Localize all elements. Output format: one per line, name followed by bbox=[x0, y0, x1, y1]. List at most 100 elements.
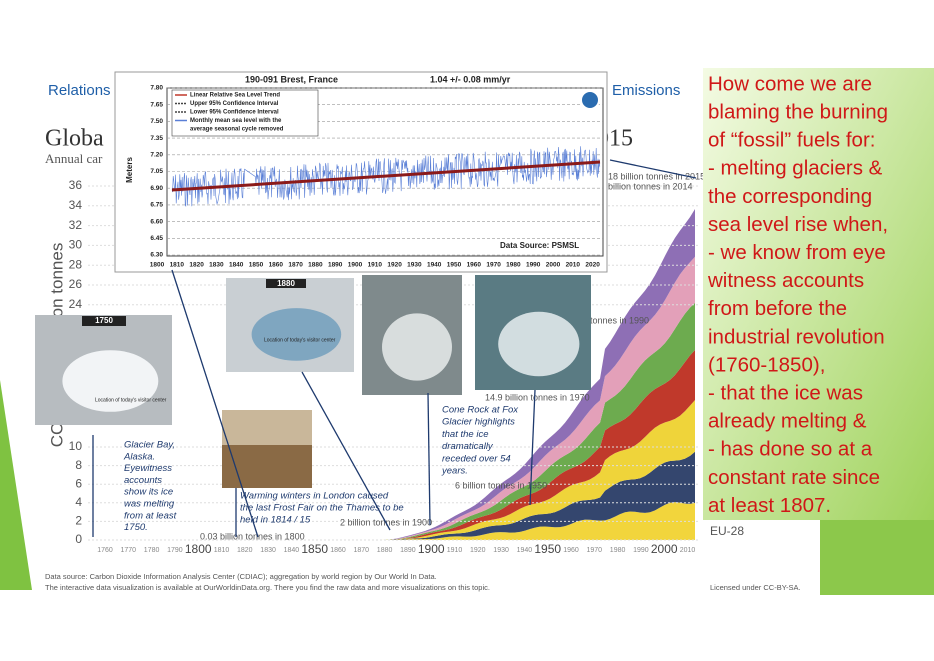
inset-source: Data Source: PSMSL bbox=[500, 241, 579, 250]
x-tick-label: 1830 bbox=[209, 262, 224, 269]
caption: years. bbox=[441, 466, 468, 477]
callout-box bbox=[703, 68, 934, 520]
arrow bbox=[609, 159, 697, 179]
photo-label: 1750 bbox=[95, 316, 113, 325]
x-tick-label: 1940 bbox=[427, 262, 442, 269]
photo-detail bbox=[251, 308, 342, 361]
callout-line: industrial revolution bbox=[708, 325, 885, 348]
x-tick-label: 1960 bbox=[467, 262, 482, 269]
y-tick-label: 7.35 bbox=[150, 135, 163, 142]
arrow bbox=[171, 269, 259, 538]
heading: Emissions bbox=[612, 82, 680, 99]
x-tick-label: 1900 bbox=[418, 542, 445, 556]
photo-label-bg bbox=[82, 316, 126, 326]
y-tick-label: 10 bbox=[69, 439, 83, 453]
callout-line: constant rate since bbox=[708, 466, 880, 489]
callout-line: - that the ice was bbox=[708, 382, 863, 405]
x-tick-label: 1800 bbox=[150, 262, 165, 269]
x-tick-label: 1850 bbox=[249, 262, 264, 269]
arrow bbox=[427, 392, 431, 526]
callout-line: How come we are bbox=[708, 72, 872, 95]
x-tick-label: 1970 bbox=[486, 262, 501, 269]
y-tick-label: 7.20 bbox=[150, 152, 163, 159]
x-tick-label: 1960 bbox=[563, 547, 579, 554]
callout-line: witness accounts bbox=[707, 269, 864, 292]
caption: Eyewitness bbox=[124, 463, 172, 474]
source-line: Data source: Carbon Dioxide Information … bbox=[45, 572, 437, 581]
y-tick-label: 0 bbox=[75, 532, 82, 546]
legend-entry: Linear Relative Sea Level Trend bbox=[190, 93, 280, 99]
title: Globa bbox=[45, 126, 104, 152]
caption: that the ice bbox=[442, 429, 488, 440]
green-accent bbox=[0, 380, 32, 590]
y-tick-label: 7.80 bbox=[150, 85, 163, 92]
annotation: tonnes in 1990 bbox=[590, 315, 649, 325]
x-tick-label: 1990 bbox=[526, 262, 541, 269]
photo-detail bbox=[498, 311, 580, 377]
caption: show its ice bbox=[124, 487, 173, 498]
x-tick-label: 1890 bbox=[400, 547, 416, 554]
y-tick-label: 28 bbox=[69, 257, 83, 271]
y-tick-label: 6.60 bbox=[150, 218, 163, 225]
y-tick-label: 26 bbox=[69, 277, 83, 291]
y-tick-label: 34 bbox=[69, 198, 83, 212]
painting-sky bbox=[222, 410, 312, 445]
callout-line: - has done so at a bbox=[708, 438, 873, 461]
y-tick-label: 6.75 bbox=[150, 202, 163, 209]
heading: Relations bbox=[48, 82, 111, 99]
caption: Glacier highlights bbox=[442, 417, 515, 428]
x-tick-label: 1830 bbox=[260, 547, 276, 554]
x-tick-label: 2020 bbox=[585, 262, 600, 269]
legend-entry: Upper 95% Confidence Interval bbox=[190, 101, 279, 107]
y-tick-label: 36 bbox=[69, 178, 83, 192]
subtitle: Annual car bbox=[45, 151, 103, 166]
legend-entry: Lower 95% Confidence Interval bbox=[190, 110, 279, 116]
callout-line: at least 1807. bbox=[708, 494, 831, 517]
legend-entry: average seasonal cycle removed bbox=[190, 127, 284, 133]
y-axis-label: CC bbox=[47, 423, 66, 448]
x-tick-label: 1990 bbox=[633, 547, 649, 554]
caption: held in 1814 / 15 bbox=[240, 515, 311, 526]
x-tick-label: 1840 bbox=[229, 262, 244, 269]
annotation: 18 billion tonnes in 2015 bbox=[608, 171, 705, 181]
logo bbox=[580, 90, 600, 110]
y-tick-label: 6 bbox=[75, 476, 82, 490]
caption: Warming winters in London caused bbox=[240, 491, 389, 502]
callout-line: from before the bbox=[708, 297, 847, 320]
x-tick-label: 1840 bbox=[284, 547, 300, 554]
y-tick-label: 24 bbox=[69, 297, 83, 311]
x-tick-label: 1950 bbox=[447, 262, 462, 269]
x-tick-label: 1910 bbox=[447, 547, 463, 554]
photo-overlay: Location of today's visitor center bbox=[264, 337, 336, 343]
x-tick-label: 1890 bbox=[328, 262, 343, 269]
x-tick-label: 2010 bbox=[680, 547, 696, 554]
x-tick-label: 1920 bbox=[387, 262, 402, 269]
caption: Cone Rock at Fox bbox=[442, 405, 519, 416]
y-tick-label: 32 bbox=[69, 218, 83, 232]
annotation: 0.03 billion tonnes in 1800 bbox=[200, 531, 305, 541]
x-tick-label: 1980 bbox=[506, 262, 521, 269]
photo-detail bbox=[382, 313, 452, 381]
x-tick-label: 1800 bbox=[185, 542, 212, 556]
caption: the last Frost Fair on the Thames to be bbox=[240, 503, 404, 514]
x-tick-label: 1860 bbox=[269, 262, 284, 269]
area-band bbox=[380, 350, 695, 540]
callout-line: (1760-1850), bbox=[708, 353, 825, 376]
x-tick-label: 1930 bbox=[407, 262, 422, 269]
callout-line: the corresponding bbox=[708, 185, 872, 208]
stacked-area-illustration bbox=[380, 208, 695, 541]
annotation: 14.9 billion tonnes in 1970 bbox=[485, 392, 590, 402]
y-tick-label: 7.65 bbox=[150, 101, 163, 108]
x-tick-label: 1950 bbox=[534, 542, 561, 556]
x-tick-label: 1810 bbox=[214, 547, 230, 554]
inset-title: 190-091 Brest, France bbox=[245, 74, 338, 84]
callout-line: of “fossil” fuels for: bbox=[708, 129, 875, 152]
y-tick-label: 7.50 bbox=[150, 118, 163, 125]
x-tick-label: 1970 bbox=[587, 547, 603, 554]
x-tick-label: 1980 bbox=[610, 547, 626, 554]
caption: receded over 54 bbox=[442, 453, 511, 464]
x-tick-label: 1850 bbox=[301, 542, 328, 556]
license: Licensed under CC-BY-SA. bbox=[710, 583, 801, 592]
green-accent bbox=[820, 520, 934, 595]
